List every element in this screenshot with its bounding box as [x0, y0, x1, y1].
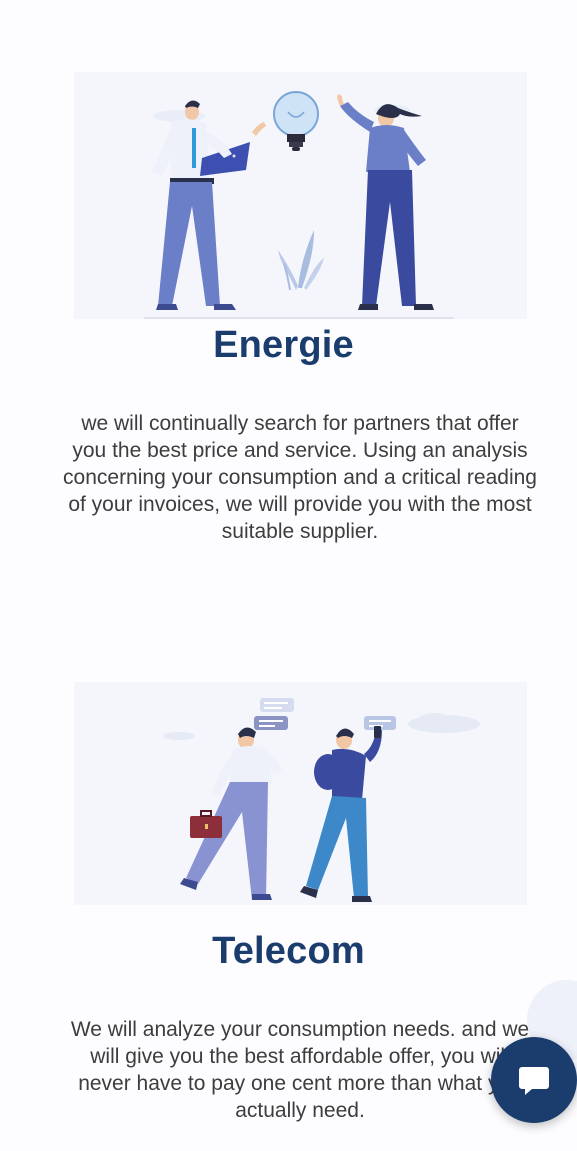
- telecom-illustration-art: [163, 698, 480, 902]
- section-description-energie: we will continually search for partners …: [63, 412, 537, 543]
- section-description-telecom: We will analyze your consumption needs. …: [70, 1018, 530, 1122]
- chat-button[interactable]: [491, 1037, 577, 1123]
- section-title-energie: Energie: [213, 324, 354, 366]
- telecom-illustration: [74, 682, 527, 905]
- energie-illustration: [74, 72, 527, 319]
- energie-illustration-art: [144, 91, 454, 319]
- section-title-telecom: Telecom: [212, 930, 365, 972]
- chat-bubble-icon: [519, 1067, 549, 1095]
